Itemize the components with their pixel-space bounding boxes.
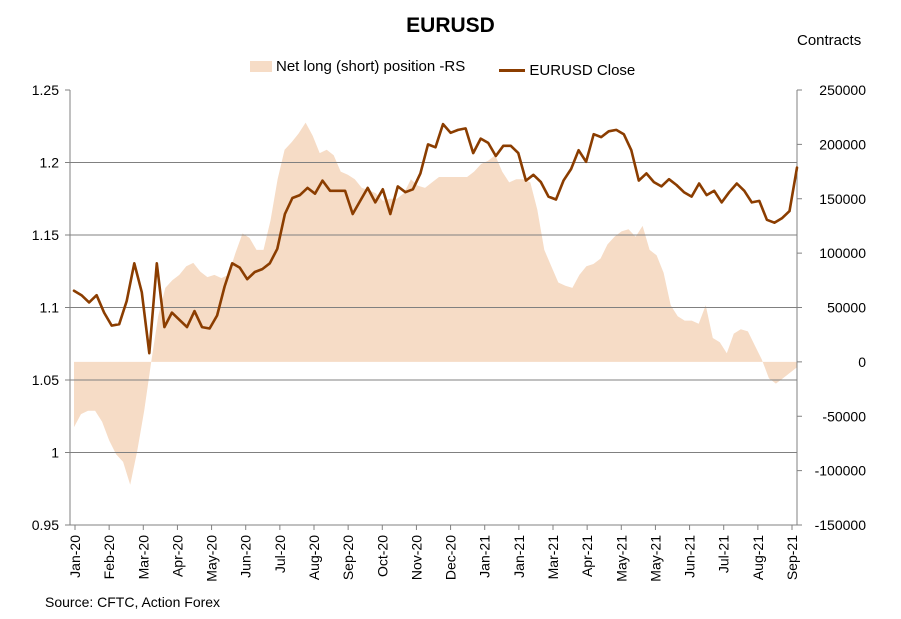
left-axis-tick-label: 1.2 [40,155,60,171]
x-axis-tick-label: Jul-21 [716,535,732,573]
left-axis-tick-label: 1.15 [32,227,59,243]
x-axis-tick-label: Jun-20 [238,535,254,578]
x-axis-tick-label: Nov-20 [408,535,424,580]
legend-swatch-line [499,69,526,72]
legend-label-net-position: Net long (short) position -RS [276,58,466,75]
left-axis-tick-label: 1.05 [32,372,59,388]
right-axis-tick-label: -100000 [815,463,867,479]
left-axis-tick-label: 1 [51,445,59,461]
right-axis-tick-label: 200000 [819,136,866,152]
right-axis-tick-label: 50000 [827,300,866,316]
x-axis-tick-label: Jan-21 [477,535,493,578]
x-axis-tick-label: Dec-20 [443,535,459,580]
legend-label-eurusd-close: EURUSD Close [529,62,636,79]
x-axis-tick-label: Aug-21 [750,535,766,580]
area-net-position [74,122,797,485]
x-axis-tick-label: Jan-20 [67,535,83,578]
right-axis-tick-label: -50000 [822,408,866,424]
x-axis-tick-label: Apr-20 [169,535,185,577]
x-axis-tick-label: Jun-21 [682,535,698,578]
x-axis-tick-label: Oct-20 [374,535,390,577]
right-axis-tick-label: 250000 [819,82,866,98]
left-axis-tick-label: 1.1 [40,300,60,316]
line-eurusd-close [72,122,799,355]
right-axis-tick-label: -150000 [815,517,867,533]
x-axis-tick-label: May-20 [204,535,220,582]
right-axis-tick-label: 0 [858,354,866,370]
source-note: Source: CFTC, Action Forex [45,594,221,610]
x-axis-tick-label: May-21 [613,535,629,582]
x-axis-tick-label: Jul-20 [272,535,288,573]
x-axis-tick-label: Apr-21 [579,535,595,577]
right-axis-tick-label: 150000 [819,191,866,207]
x-axis-tick-label: May-21 [647,535,663,582]
x-axis-tick-label: Sep-20 [340,535,356,580]
x-axis-tick-label: Sep-21 [784,535,800,580]
right-axis-unit-label: Contracts [797,32,862,49]
left-axis-tick-label: 0.95 [32,517,59,533]
legend-item-net-position: Net long (short) position -RS [250,58,465,75]
x-axis-tick-label: Mar-21 [545,535,561,580]
legend-item-eurusd-close: EURUSD Close [499,62,635,79]
left-axis-tick-label: 1.25 [32,82,59,98]
x-axis-tick-label: Mar-20 [135,535,151,580]
legend-swatch-area [250,61,272,72]
legend: Net long (short) position -RS EURUSD Clo… [250,58,665,79]
x-axis-tick-label: Aug-20 [306,535,322,580]
x-axis-tick-label: Feb-20 [101,535,117,580]
right-axis-tick-label: 100000 [819,245,866,261]
chart-title: EURUSD [406,14,495,37]
x-axis-tick-label: Jan-21 [511,535,527,578]
